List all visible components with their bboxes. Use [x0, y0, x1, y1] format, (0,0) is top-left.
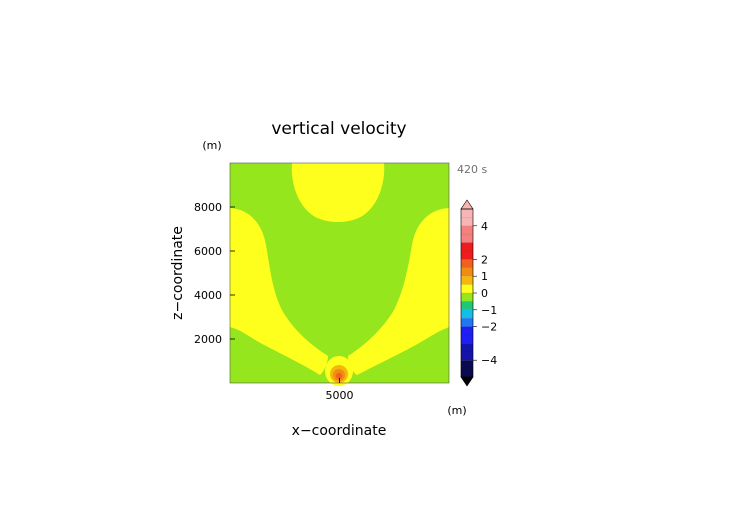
- time-label: 420 s: [457, 163, 487, 176]
- colorbar-tick-label: 1: [481, 270, 488, 283]
- colorbar-band: [461, 360, 473, 377]
- top-center-lobe: [291, 163, 385, 222]
- x-axis: 5000: [326, 378, 354, 402]
- colorbar-band: [461, 276, 473, 285]
- colorbar-max-extension: [460, 199, 474, 210]
- colorbar-band: [461, 343, 473, 361]
- colorbar-band: [461, 318, 473, 327]
- colorbar-band: [461, 309, 473, 319]
- z-unit-label: (m): [202, 139, 221, 152]
- colorbar-tick-label: −1: [481, 304, 497, 317]
- colorbar-tick-label: 0: [481, 287, 488, 300]
- colorbar-band: [461, 225, 473, 243]
- colorbar-band: [461, 284, 473, 293]
- right-lobe: [348, 208, 449, 375]
- plume-core: [336, 373, 342, 379]
- x-unit-label: (m): [447, 404, 466, 417]
- left-lobe: [230, 208, 328, 375]
- y-tick-label: 6000: [194, 245, 222, 258]
- colorbar: 4 2 1 0 −1 −2 −4: [460, 199, 497, 387]
- x-axis-label: x−coordinate: [292, 423, 387, 439]
- colorbar-band: [461, 259, 473, 268]
- plot-area: [229, 162, 450, 386]
- colorbar-tick-label: −2: [481, 321, 497, 334]
- colorbar-tick-label: −4: [481, 354, 497, 367]
- y-tick-label: 8000: [194, 201, 222, 214]
- colorbar-band: [461, 209, 473, 226]
- colorbar-tick-label: 2: [481, 253, 488, 266]
- chart-title: vertical velocity: [271, 119, 406, 139]
- x-tick-label: 5000: [326, 389, 354, 402]
- colorbar-band: [461, 242, 473, 260]
- y-tick-label: 2000: [194, 333, 222, 346]
- y-axis: 2000 4000 6000 8000: [194, 201, 235, 346]
- y-tick-label: 4000: [194, 289, 222, 302]
- colorbar-band: [461, 293, 473, 302]
- colorbar-band: [461, 326, 473, 344]
- colorbar-band: [461, 301, 473, 310]
- colorbar-min-extension: [460, 376, 474, 387]
- colorbar-band: [461, 267, 473, 277]
- y-axis-label: z−coordinate: [170, 226, 186, 320]
- colorbar-tick-label: 4: [481, 220, 488, 233]
